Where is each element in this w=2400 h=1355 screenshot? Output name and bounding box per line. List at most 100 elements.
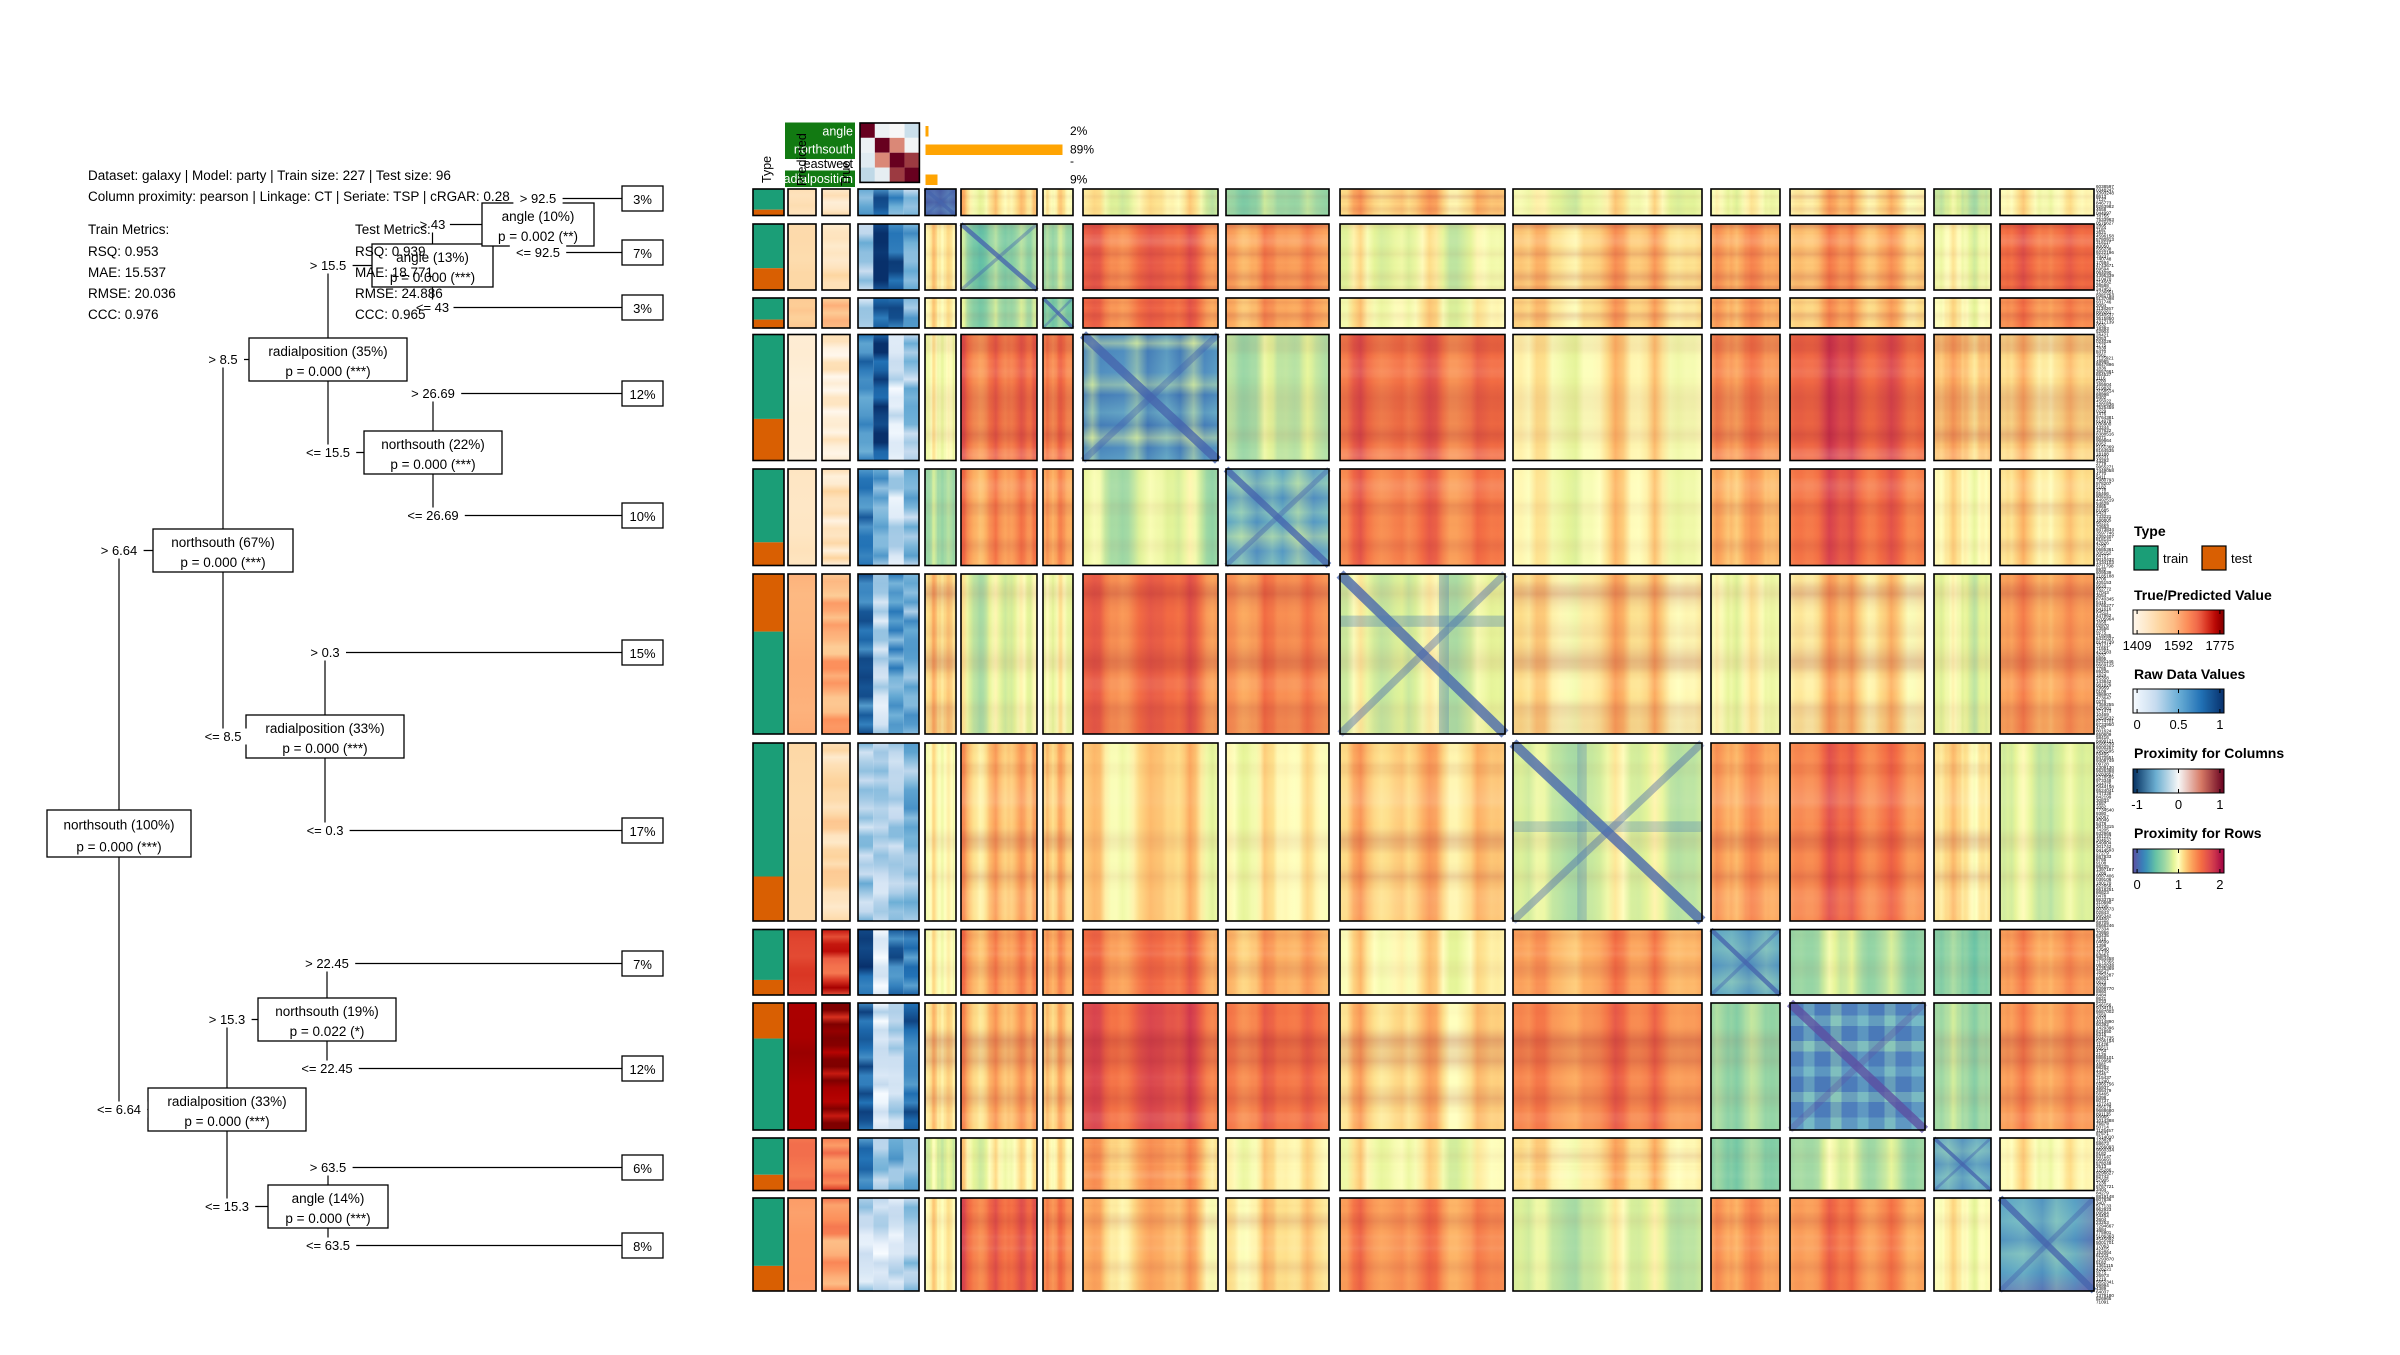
svg-text:344375: 344375 <box>2096 781 2112 786</box>
svg-text:42415: 42415 <box>2096 1247 2109 1252</box>
svg-text:9087406: 9087406 <box>2096 874 2114 879</box>
svg-text:905151: 905151 <box>2096 494 2112 499</box>
svg-text:7236: 7236 <box>2096 1181 2107 1186</box>
svg-text:6618251: 6618251 <box>2096 887 2114 892</box>
svg-text:161227: 161227 <box>2096 834 2112 839</box>
svg-text:9847896: 9847896 <box>2096 362 2114 367</box>
svg-text:p = 0.000 (***): p = 0.000 (***) <box>76 839 161 854</box>
svg-text:8860: 8860 <box>2096 989 2107 994</box>
svg-text:7%: 7% <box>633 957 652 972</box>
svg-text:8233: 8233 <box>2096 999 2107 1004</box>
svg-text:10469: 10469 <box>2096 712 2109 717</box>
svg-text:18393: 18393 <box>2096 326 2109 331</box>
svg-text:radialposition (33%): radialposition (33%) <box>167 1094 286 1109</box>
svg-text:2621: 2621 <box>2096 230 2107 235</box>
svg-text:7525459: 7525459 <box>2096 405 2114 410</box>
svg-text:301742: 301742 <box>2096 844 2112 849</box>
svg-text:64408: 64408 <box>2096 917 2109 922</box>
svg-text:7127: 7127 <box>2096 197 2107 202</box>
svg-text:p = 0.002 (**): p = 0.002 (**) <box>498 229 578 244</box>
svg-text:7533963: 7533963 <box>2096 217 2114 222</box>
svg-text:11426: 11426 <box>2096 1042 2109 1047</box>
svg-text:1658: 1658 <box>2096 620 2107 625</box>
svg-text:9334101: 9334101 <box>2096 1006 2114 1011</box>
svg-text:622656: 622656 <box>2096 884 2112 889</box>
svg-text:5137098: 5137098 <box>2096 296 2114 301</box>
svg-text:143842: 143842 <box>2096 679 2112 684</box>
svg-text:426221: 426221 <box>2096 1266 2112 1271</box>
svg-text:62067: 62067 <box>2096 814 2109 819</box>
svg-text:0229: 0229 <box>2096 408 2107 413</box>
svg-text:MAE: 15.537: MAE: 15.537 <box>88 265 166 280</box>
svg-text:614978: 614978 <box>2096 418 2112 423</box>
svg-text:4395339: 4395339 <box>2096 273 2114 278</box>
svg-text:02970: 02970 <box>2096 623 2109 628</box>
svg-text:98225: 98225 <box>2096 864 2109 869</box>
svg-text:3597746: 3597746 <box>2096 531 2114 536</box>
svg-text:74205: 74205 <box>2096 828 2109 833</box>
svg-text:9470551: 9470551 <box>2096 755 2114 760</box>
svg-text:p = 0.000 (***): p = 0.000 (***) <box>285 364 370 379</box>
svg-text:78755: 78755 <box>2096 214 2109 219</box>
svg-text:064090: 064090 <box>2096 270 2112 275</box>
svg-text:8499121: 8499121 <box>2096 738 2114 743</box>
svg-text:9660334: 9660334 <box>2096 1148 2114 1153</box>
svg-text:87571: 87571 <box>2096 1131 2109 1136</box>
svg-text:973348: 973348 <box>2096 778 2112 783</box>
svg-text:54629: 54629 <box>2096 501 2109 506</box>
svg-text:5001701: 5001701 <box>2096 1240 2114 1245</box>
svg-text:> 92.5: > 92.5 <box>520 191 557 206</box>
svg-text:167243: 167243 <box>2096 1101 2112 1106</box>
svg-text:p = 0.000 (***): p = 0.000 (***) <box>282 741 367 756</box>
svg-text:5423: 5423 <box>2096 511 2107 516</box>
svg-text:26973: 26973 <box>2096 1273 2109 1278</box>
svg-text:4754: 4754 <box>2096 1049 2107 1054</box>
svg-text:188805: 188805 <box>2096 517 2112 522</box>
svg-text:2126: 2126 <box>2096 1052 2107 1057</box>
svg-text:9764381: 9764381 <box>2096 415 2114 420</box>
svg-text:13556: 13556 <box>2096 626 2109 631</box>
svg-text:5780913: 5780913 <box>2096 237 2114 242</box>
svg-text:5099770: 5099770 <box>2096 986 2114 991</box>
svg-text:15%: 15% <box>629 646 655 661</box>
svg-text:7449058: 7449058 <box>2096 468 2114 473</box>
svg-text:82742: 82742 <box>2096 1174 2109 1179</box>
svg-text:> 22.45: > 22.45 <box>305 956 349 971</box>
svg-text:44472: 44472 <box>2096 1068 2109 1073</box>
svg-text:0532: 0532 <box>2096 323 2107 328</box>
svg-text:RSQ: 0.939: RSQ: 0.939 <box>355 244 426 259</box>
svg-text:40049: 40049 <box>2096 818 2109 823</box>
svg-text:True/Predicted Value: True/Predicted Value <box>2134 587 2272 603</box>
svg-text:eastwest: eastwest <box>804 157 854 171</box>
svg-text:80801: 80801 <box>2096 976 2109 981</box>
svg-text:818141: 818141 <box>2096 537 2112 542</box>
svg-text:55466: 55466 <box>2096 491 2109 496</box>
svg-text:969691: 969691 <box>2096 1158 2112 1163</box>
svg-text:angle (14%): angle (14%) <box>292 1191 365 1206</box>
svg-text:78547: 78547 <box>2096 969 2109 974</box>
svg-text:3%: 3% <box>633 192 652 207</box>
svg-text:5626368: 5626368 <box>2096 768 2114 773</box>
svg-text:9182: 9182 <box>2096 1151 2107 1156</box>
svg-text:841616: 841616 <box>2096 606 2112 611</box>
svg-text:6315: 6315 <box>2096 1032 2107 1037</box>
svg-text:731217: 731217 <box>2096 643 2112 648</box>
svg-text:1014388: 1014388 <box>2096 1118 2114 1123</box>
svg-text:931746: 931746 <box>2096 300 2112 305</box>
svg-text:0623: 0623 <box>2096 979 2107 984</box>
svg-text:247451: 247451 <box>2096 286 2112 291</box>
svg-text:7785: 7785 <box>2096 666 2107 671</box>
svg-text:447962: 447962 <box>2096 613 2112 618</box>
svg-text:Predicted: Predicted <box>795 133 809 186</box>
svg-text:8740345: 8740345 <box>2096 597 2114 602</box>
svg-text:5705964: 5705964 <box>2096 616 2114 621</box>
svg-text:869261: 869261 <box>2096 309 2112 314</box>
svg-text:609539: 609539 <box>2096 570 2112 575</box>
svg-text:396907: 396907 <box>2096 692 2112 697</box>
svg-text:angle (13%): angle (13%) <box>396 250 469 265</box>
svg-text:2%: 2% <box>1070 124 1088 138</box>
svg-text:7854458: 7854458 <box>2096 956 2114 961</box>
svg-text:8932: 8932 <box>2096 567 2107 572</box>
svg-text:9955271: 9955271 <box>2096 465 2114 470</box>
svg-text:18188: 18188 <box>2096 451 2109 456</box>
